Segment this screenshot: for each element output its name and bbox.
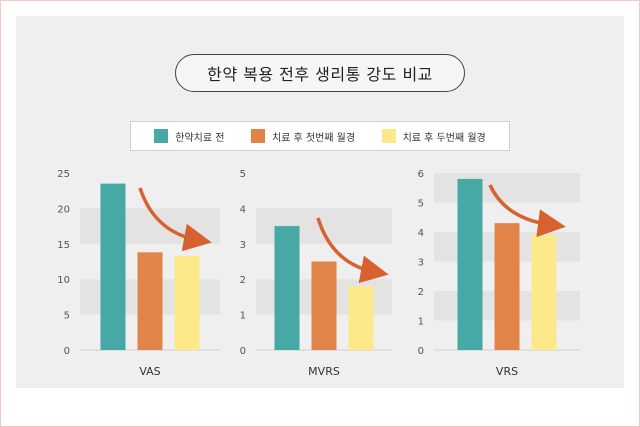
chart-title: 한약 복용 전후 생리통 강도 비교 (175, 54, 465, 92)
vrs-ytick-label: 3 (418, 258, 424, 269)
legend-label-second: 치료 후 두번째 월경 (402, 132, 486, 144)
vas-ytick-label: 10 (57, 275, 70, 286)
vrs-bar-first (494, 223, 520, 350)
vrs-grid-band (434, 173, 580, 203)
mvrs-trend-arrow (316, 217, 389, 284)
vrs-trend-arrow (488, 184, 566, 238)
vrs-bar-before (457, 178, 483, 350)
vas-bar-first (137, 252, 163, 350)
mvrs-bar-first (311, 261, 337, 350)
vas-bar-before (100, 183, 126, 350)
legend-item-second: 치료 후 두번째 월경 (381, 129, 486, 144)
vas-ytick-label: 5 (64, 311, 70, 322)
mvrs-bar-before (274, 226, 300, 350)
legend-item-before: 한약치료 전 (154, 129, 224, 144)
mvrs-ytick-label: 4 (240, 204, 246, 215)
vas-trend-arrow (138, 187, 212, 252)
legend: 한약치료 전 치료 후 첫번째 월경 치료 후 두번째 월경 (130, 121, 510, 151)
legend-label-before: 한약치료 전 (175, 132, 225, 144)
vrs-xlabel: VRS (496, 365, 518, 378)
legend-swatch-first (250, 129, 265, 143)
vrs-ytick-label: 2 (418, 287, 424, 298)
mvrs-xlabel: MVRS (308, 365, 340, 378)
vrs-bar-second (531, 234, 557, 350)
vas-ytick-label: 15 (57, 240, 70, 251)
vrs-ytick-label: 6 (418, 169, 424, 180)
vas-bar-second (174, 255, 200, 350)
vas-ytick-label: 25 (57, 169, 70, 180)
legend-swatch-before (154, 129, 169, 143)
vrs-ytick-label: 0 (418, 346, 424, 357)
mvrs-ytick-label: 3 (240, 240, 246, 251)
vrs-ytick-label: 1 (418, 317, 424, 328)
mvrs-bar-second (348, 286, 374, 350)
vas-xlabel: VAS (139, 365, 160, 378)
vrs-ytick-label: 4 (418, 228, 424, 239)
legend-swatch-second (381, 129, 396, 143)
mvrs-ytick-label: 5 (240, 169, 246, 180)
mvrs-ytick-label: 0 (240, 346, 246, 357)
legend-item-first: 치료 후 첫번째 월경 (250, 129, 356, 144)
mvrs-ytick-label: 1 (240, 311, 246, 322)
vas-ytick-label: 20 (57, 204, 70, 215)
mvrs-ytick-label: 2 (240, 275, 246, 286)
vas-ytick-label: 0 (64, 346, 70, 357)
vrs-ytick-label: 5 (418, 199, 424, 210)
legend-label-first: 치료 후 첫번째 월경 (271, 132, 356, 144)
